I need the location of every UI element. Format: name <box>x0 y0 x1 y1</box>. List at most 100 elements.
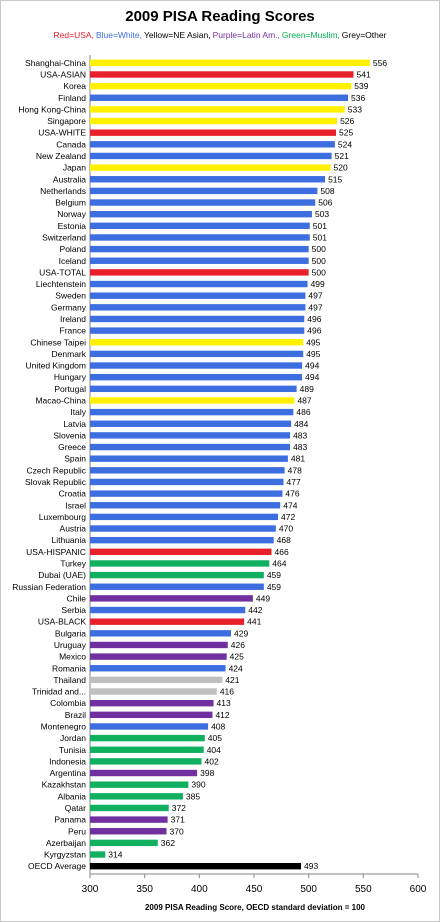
data-label: 494 <box>305 361 319 371</box>
category-label: Trinidad and... <box>32 687 86 697</box>
data-label: 500 <box>312 267 326 277</box>
bar <box>90 839 158 847</box>
category-label: Colombia <box>50 698 86 708</box>
category-label: Jordan <box>60 733 86 743</box>
data-label: 372 <box>172 803 186 813</box>
category-label: Peru <box>68 826 86 836</box>
bar <box>90 571 264 579</box>
bar <box>90 641 228 649</box>
category-label: New Zealand <box>36 151 86 161</box>
bar <box>90 781 189 788</box>
data-label: 477 <box>287 477 301 487</box>
category-label: Sweden <box>55 291 86 301</box>
bar <box>90 560 270 567</box>
data-label: 501 <box>313 221 327 231</box>
data-label: 441 <box>247 617 261 627</box>
category-label: Slovak Republic <box>25 477 87 487</box>
bar <box>90 804 169 812</box>
bar <box>90 746 204 753</box>
bar <box>90 350 304 358</box>
category-label: Ireland <box>60 314 86 324</box>
bar <box>90 106 345 113</box>
bar <box>90 455 288 462</box>
data-label: 499 <box>311 279 325 289</box>
data-label: 493 <box>304 861 318 871</box>
chart-title: 2009 PISA Reading Scores <box>125 8 315 25</box>
bar <box>90 699 214 707</box>
category-label: Panama <box>54 815 86 825</box>
bar <box>90 245 309 253</box>
data-label: 496 <box>307 326 321 336</box>
bar <box>90 339 304 346</box>
category-label: Austria <box>60 524 87 534</box>
data-label: 497 <box>308 291 322 301</box>
category-label: Serbia <box>61 605 86 615</box>
category-label: Estonia <box>58 221 87 231</box>
data-label: 464 <box>272 558 286 568</box>
bar <box>90 443 291 451</box>
data-label: 314 <box>108 850 122 860</box>
data-label: 497 <box>308 302 322 312</box>
data-label: 425 <box>230 652 244 662</box>
data-label: 472 <box>281 512 295 522</box>
bar <box>90 327 305 334</box>
bar <box>90 676 223 684</box>
category-label: Iceland <box>59 256 87 266</box>
data-label: 474 <box>283 500 297 510</box>
data-label: 508 <box>320 186 334 196</box>
category-label: Romania <box>52 663 86 673</box>
bar <box>90 280 308 288</box>
data-label: 468 <box>277 535 291 545</box>
bar <box>90 199 316 206</box>
category-label: USA-BLACK <box>38 617 87 627</box>
data-label: 495 <box>306 349 320 359</box>
chart-legend: Red=USA, Blue=White, Yellow=NE Asian, Purpl… <box>0 30 440 40</box>
category-label: Qatar <box>65 803 86 813</box>
category-label: Luxembourg <box>39 512 87 522</box>
category-label: Latvia <box>63 419 86 429</box>
data-label: 402 <box>205 756 219 766</box>
category-label: Thailand <box>53 675 86 685</box>
bar <box>90 59 370 67</box>
bar <box>90 583 264 590</box>
bar <box>90 408 294 416</box>
bar <box>90 176 326 183</box>
legend-entry: Yellow=NE Asian, <box>144 30 211 40</box>
category-label: Portugal <box>54 384 86 394</box>
category-label: Czech Republic <box>26 465 86 475</box>
data-label: 421 <box>225 675 239 685</box>
bar <box>90 222 310 230</box>
category-label: Mexico <box>59 652 86 662</box>
data-label: 524 <box>338 139 352 149</box>
data-label: 466 <box>274 547 288 557</box>
data-label: 496 <box>307 314 321 324</box>
value-labels: 5565415395365335265255245215205155085065… <box>108 58 387 871</box>
data-label: 495 <box>306 337 320 347</box>
bar <box>90 548 272 556</box>
data-label: 370 <box>170 826 184 836</box>
data-label: 404 <box>207 745 221 755</box>
bar <box>90 595 253 602</box>
category-label: Kazakhstan <box>42 780 87 790</box>
data-label: 470 <box>279 524 293 534</box>
category-label: Switzerland <box>42 232 86 242</box>
bars <box>90 59 370 870</box>
category-label: Shanghai-China <box>25 58 86 68</box>
data-label: 413 <box>217 698 231 708</box>
category-label: Kyrgyzstan <box>44 850 86 860</box>
category-label: Liechtenstein <box>36 279 86 289</box>
x-axis: 300 350 400 450 500 550 600 <box>82 874 427 895</box>
bar <box>90 164 331 171</box>
bar <box>90 665 226 672</box>
category-label: Italy <box>70 407 86 417</box>
bar <box>90 397 295 404</box>
legend-entry: Green=Muslim, <box>281 30 340 40</box>
bar <box>90 723 209 730</box>
category-label: Argentina <box>50 768 87 778</box>
category-label: Hong Kong-China <box>18 104 86 114</box>
category-label: United Kingdom <box>26 361 86 371</box>
category-label: Hungary <box>54 372 87 382</box>
data-label: 521 <box>335 151 349 161</box>
category-label: Turkey <box>60 558 86 568</box>
